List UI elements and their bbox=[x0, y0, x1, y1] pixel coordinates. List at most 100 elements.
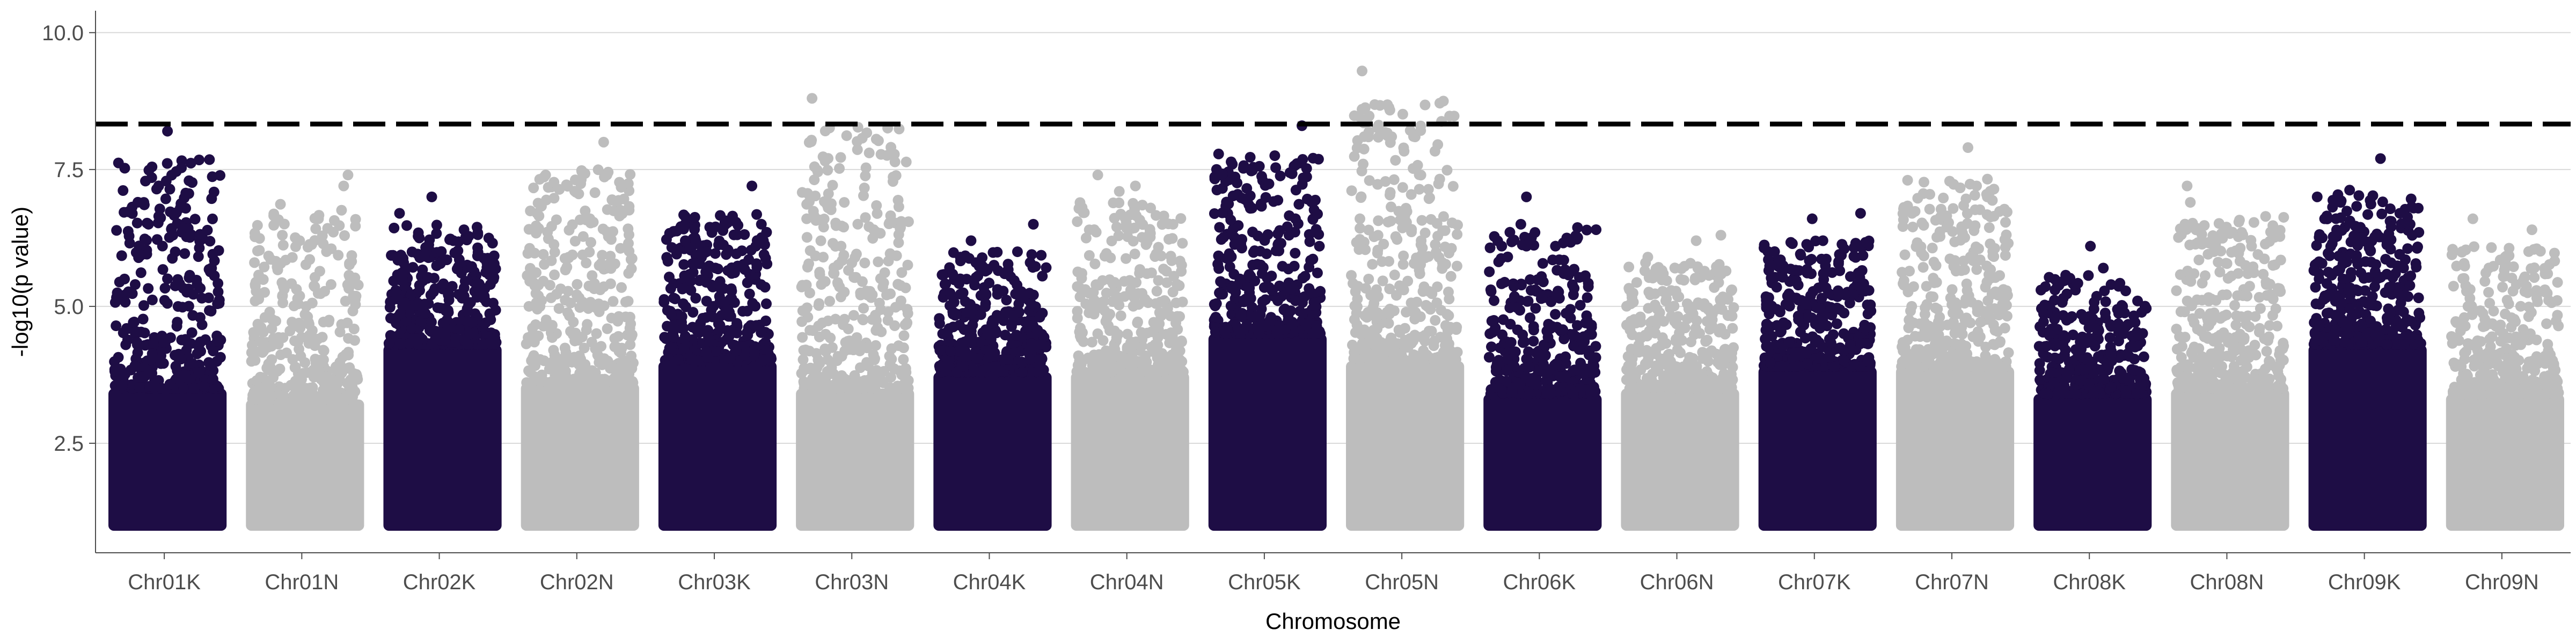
point bbox=[594, 357, 605, 368]
chromosome-points-Chr02N bbox=[521, 136, 639, 531]
point bbox=[1857, 250, 1869, 261]
point bbox=[1311, 224, 1322, 235]
point bbox=[155, 350, 166, 361]
point bbox=[118, 185, 129, 196]
point bbox=[689, 224, 700, 235]
point bbox=[1989, 354, 2001, 365]
point bbox=[1394, 280, 1405, 291]
point bbox=[576, 166, 588, 177]
point bbox=[678, 259, 690, 270]
point bbox=[1385, 201, 1396, 213]
point bbox=[1727, 323, 1738, 334]
point bbox=[1230, 171, 1241, 182]
point bbox=[1907, 221, 1919, 232]
point bbox=[154, 203, 165, 215]
peak-point bbox=[1028, 218, 1039, 230]
point bbox=[1630, 370, 1641, 382]
point bbox=[157, 264, 169, 275]
point bbox=[339, 230, 350, 241]
chromosome-points-Chr07N bbox=[1896, 142, 2015, 531]
point bbox=[902, 317, 913, 328]
point bbox=[1921, 299, 1933, 310]
point bbox=[1215, 276, 1226, 287]
point bbox=[1235, 309, 1247, 320]
point bbox=[1621, 319, 1632, 331]
chromosome-points-Chr04N bbox=[1071, 170, 1189, 531]
point bbox=[143, 283, 154, 294]
point bbox=[1430, 246, 1441, 258]
point bbox=[1158, 361, 1169, 372]
point bbox=[708, 301, 719, 312]
point bbox=[1397, 108, 1408, 120]
point bbox=[583, 280, 595, 291]
point bbox=[1306, 288, 1318, 299]
point bbox=[1524, 362, 1535, 373]
point bbox=[1030, 301, 1041, 312]
point bbox=[1554, 254, 1565, 266]
point bbox=[615, 204, 626, 216]
dense-points-Chr08K bbox=[2033, 394, 2152, 531]
point bbox=[1170, 297, 1182, 309]
point bbox=[1434, 173, 1445, 185]
point bbox=[1084, 250, 1095, 261]
point bbox=[333, 250, 344, 261]
peak-point bbox=[1167, 218, 1179, 230]
point bbox=[1657, 286, 1668, 297]
point bbox=[1634, 347, 1645, 358]
point bbox=[213, 286, 224, 297]
point bbox=[551, 214, 562, 225]
point bbox=[540, 314, 552, 326]
point bbox=[259, 312, 270, 323]
chromosome-points-Chr05K bbox=[1208, 120, 1327, 531]
point bbox=[1097, 335, 1109, 346]
point bbox=[1254, 160, 1265, 172]
point bbox=[834, 163, 845, 174]
point bbox=[1441, 165, 1453, 176]
point bbox=[1717, 291, 1729, 303]
point bbox=[1899, 342, 1911, 353]
point bbox=[661, 252, 672, 263]
point bbox=[1502, 251, 1513, 262]
point bbox=[862, 360, 874, 371]
point bbox=[1670, 361, 1681, 372]
point bbox=[109, 356, 120, 367]
point bbox=[841, 130, 852, 141]
point bbox=[1581, 224, 1592, 236]
point bbox=[443, 295, 455, 306]
point bbox=[158, 334, 169, 345]
point bbox=[395, 338, 406, 349]
point bbox=[533, 330, 544, 341]
chromosome-points-Chr01K bbox=[108, 126, 227, 531]
point bbox=[1936, 338, 1947, 349]
point bbox=[623, 223, 634, 235]
chromosome-points-Chr08K bbox=[2033, 240, 2152, 531]
point bbox=[835, 152, 846, 163]
point bbox=[1161, 277, 1173, 288]
point bbox=[738, 341, 750, 353]
point bbox=[860, 212, 871, 223]
point bbox=[1674, 327, 1685, 339]
point bbox=[1552, 321, 1563, 333]
point bbox=[808, 206, 819, 217]
point bbox=[1430, 314, 1441, 326]
point bbox=[1313, 153, 1324, 165]
point bbox=[277, 230, 288, 241]
point bbox=[859, 257, 870, 268]
point bbox=[1264, 314, 1276, 325]
point bbox=[466, 261, 477, 272]
point bbox=[852, 136, 863, 147]
point bbox=[1293, 199, 1305, 210]
point bbox=[1448, 111, 1460, 122]
point bbox=[1000, 330, 1011, 341]
point bbox=[594, 260, 605, 271]
chromosome-points-Chr03N bbox=[796, 93, 914, 531]
point bbox=[827, 180, 838, 191]
point bbox=[679, 333, 690, 345]
chromosome-points-Chr06N bbox=[1621, 230, 1739, 531]
point bbox=[965, 299, 976, 310]
point bbox=[608, 226, 619, 237]
point bbox=[385, 296, 396, 308]
point bbox=[895, 295, 906, 306]
point bbox=[193, 251, 204, 262]
point bbox=[1561, 308, 1572, 319]
